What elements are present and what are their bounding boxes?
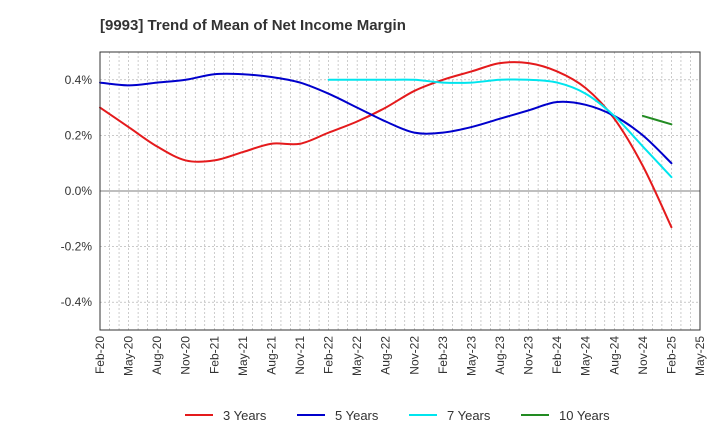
x-tick-label: Feb-22	[322, 336, 336, 374]
x-tick-label: Nov-23	[522, 336, 536, 375]
x-tick-label: Feb-25	[664, 336, 678, 374]
legend-label-3-years: 3 Years	[223, 408, 267, 423]
plot-border	[99, 51, 701, 331]
y-tick-label: 0.2%	[65, 128, 93, 142]
y-tick-label: 0.4%	[65, 73, 93, 87]
chart-title: [9993] Trend of Mean of Net Income Margi…	[100, 17, 406, 34]
y-axis: -0.4% -0.2% 0.0% 0.2% 0.4%	[61, 73, 93, 309]
x-tick-label: Nov-20	[179, 336, 193, 375]
y-tick-label: 0.0%	[65, 184, 93, 198]
legend-label-5-years: 5 Years	[335, 408, 379, 423]
x-tick-label: May-21	[236, 336, 250, 376]
x-tick-label: Aug-21	[264, 336, 278, 375]
x-tick-label: Aug-24	[607, 336, 621, 375]
x-tick-label: Aug-22	[379, 336, 393, 375]
series-line-5-years	[99, 72, 673, 165]
x-tick-label: Feb-21	[207, 336, 221, 374]
x-tick-label: May-22	[350, 336, 364, 376]
series-line-10-years	[641, 114, 673, 126]
x-tick-label: Feb-23	[436, 336, 450, 374]
x-tick-label: Feb-20	[93, 336, 107, 374]
x-tick-label: May-20	[122, 336, 136, 376]
x-tick-label: Aug-20	[150, 336, 164, 375]
series-line-7-years	[327, 78, 673, 179]
x-tick-label: May-23	[464, 336, 478, 376]
x-tick-label: Nov-24	[636, 336, 650, 375]
x-tick-label: May-25	[693, 336, 707, 376]
legend: 3 Years 5 Years 7 Years 10 Years	[185, 408, 610, 423]
series-lines	[99, 61, 673, 229]
x-tick-label: Feb-24	[550, 336, 564, 374]
x-tick-label: Nov-21	[293, 336, 307, 375]
x-tick-label: May-24	[579, 336, 593, 376]
x-axis: Feb-20 May-20 Aug-20 Nov-20 Feb-21 May-21 Aug-…	[93, 336, 707, 376]
x-tick-label: Aug-23	[493, 336, 507, 375]
y-tick-label: -0.2%	[61, 240, 93, 254]
legend-label-10-years: 10 Years	[559, 408, 610, 423]
series-line-3-years	[99, 61, 673, 229]
x-tick-label: Nov-22	[407, 336, 421, 375]
y-tick-label: -0.4%	[61, 295, 93, 309]
legend-label-7-years: 7 Years	[447, 408, 491, 423]
